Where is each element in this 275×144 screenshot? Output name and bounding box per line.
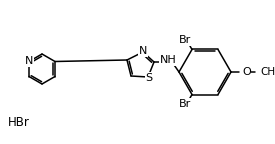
Text: N: N (139, 46, 147, 56)
Text: CH₃: CH₃ (260, 67, 275, 77)
Text: O: O (242, 67, 251, 77)
Text: NH: NH (160, 55, 176, 65)
Text: HBr: HBr (8, 115, 30, 128)
Text: Br: Br (179, 35, 191, 45)
Text: Br: Br (179, 99, 191, 109)
Text: S: S (145, 73, 153, 83)
Text: N: N (25, 56, 33, 67)
